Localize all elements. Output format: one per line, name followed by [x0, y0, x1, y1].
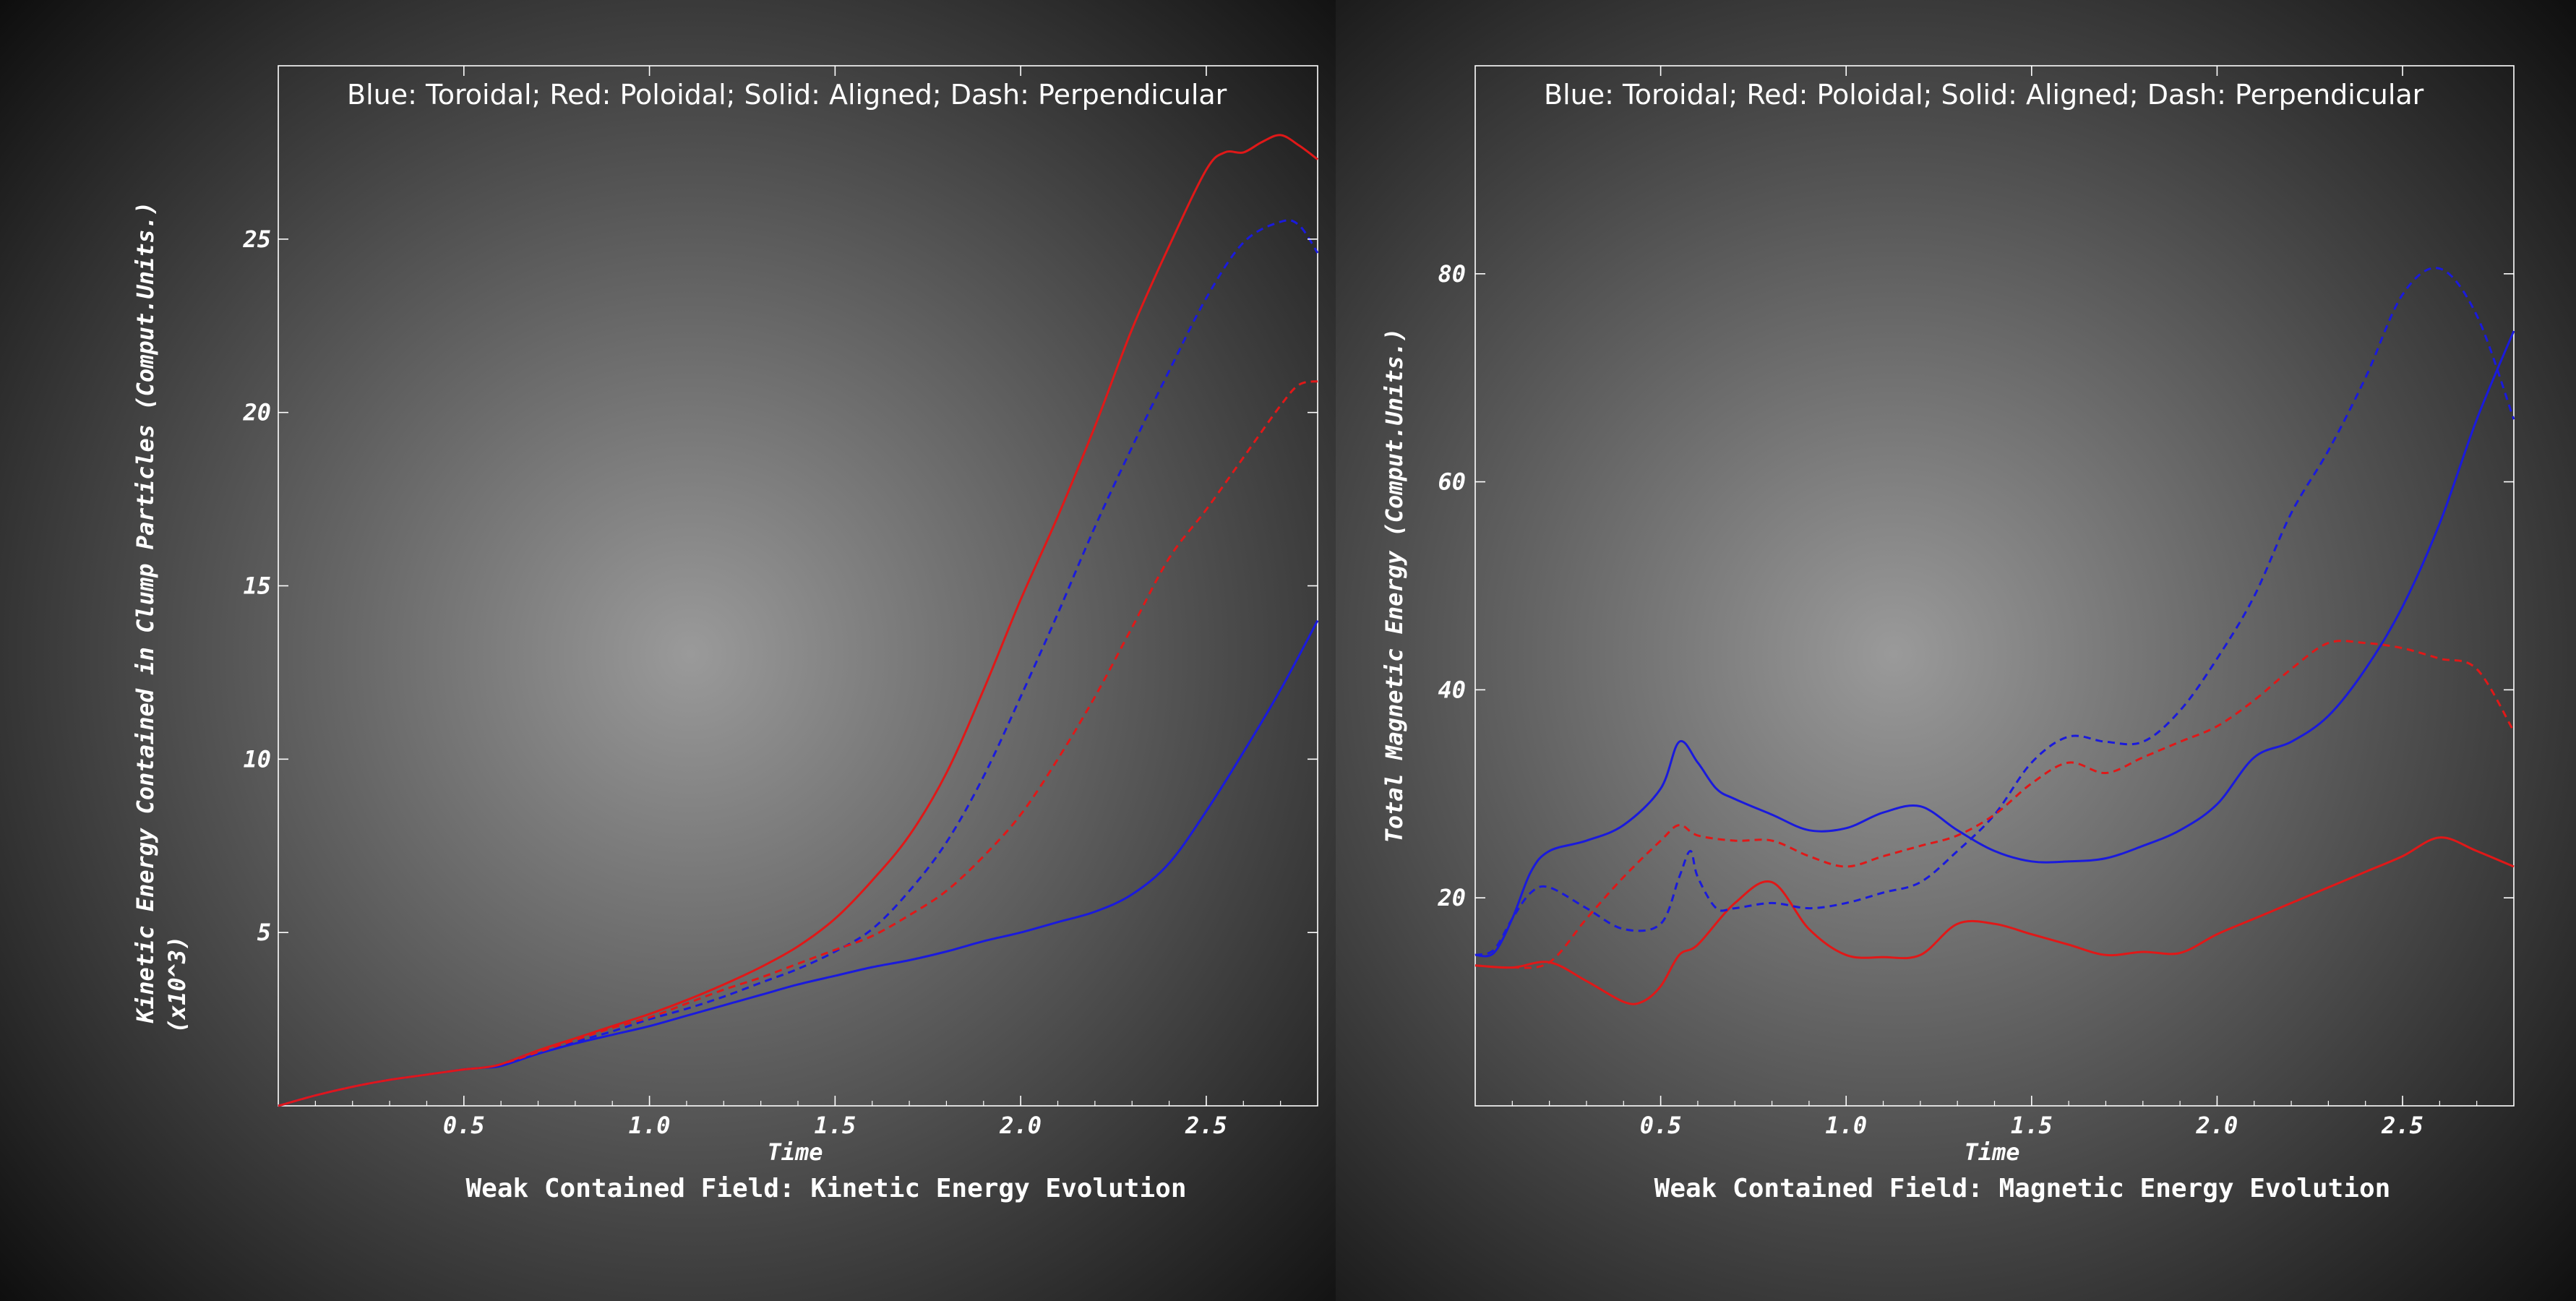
- series-line-poloidal-dash: [1474, 640, 2515, 969]
- y-tick-label: 20: [242, 399, 271, 426]
- kinetic-energy-panel: 0.5 1.0 1.5 2.0 2.5 5 10 15 20 25 Blue: Toroidal…: [0, 0, 1336, 1301]
- x-tick-label: 1.5: [814, 1112, 856, 1139]
- series-line-poloidal-dash: [278, 380, 1318, 1107]
- y-axis-label: Kinetic Energy Contained in Clump Partic…: [132, 202, 159, 1024]
- y-tick-label: 80: [1438, 260, 1466, 288]
- x-axis-label: Time: [767, 1138, 823, 1166]
- magnetic-energy-chart: 0.5 1.0 1.5 2.0 2.5 20 40 60 80 Blue: Toroidal;…: [1336, 0, 2576, 1301]
- x-tick-label: 1.0: [1825, 1112, 1867, 1139]
- chart-title: Weak Contained Field: Kinetic Energy Evo…: [466, 1174, 1187, 1203]
- series-line-poloidal-solid: [278, 134, 1318, 1107]
- kinetic-energy-chart: 0.5 1.0 1.5 2.0 2.5 5 10 15 20 25 Blue: Toroidal…: [0, 0, 1336, 1301]
- series-line-toroidal-solid: [1474, 330, 2515, 958]
- x-axis-label: Time: [1964, 1138, 2019, 1166]
- x-tick-label: 0.5: [1640, 1112, 1682, 1139]
- y-axis-multiplier: (x10^3): [163, 936, 191, 1034]
- x-tick-label: 2.0: [999, 1112, 1042, 1139]
- x-tick-label: 2.0: [2196, 1112, 2238, 1139]
- legend-annotation: Blue: Toroidal; Red: Poloidal; Solid: Al…: [347, 79, 1227, 111]
- legend-annotation: Blue: Toroidal; Red: Poloidal; Solid: Al…: [1544, 79, 2424, 111]
- y-tick-label: 60: [1438, 468, 1466, 496]
- y-tick-label: 25: [242, 226, 271, 253]
- y-tick-label: 10: [243, 745, 271, 773]
- series-line-poloidal-solid: [1474, 836, 2515, 1005]
- y-axis-label: Total Magnetic Energy (Comput.Units.): [1381, 328, 1408, 843]
- x-tick-label: 0.5: [443, 1112, 485, 1139]
- y-tick-label: 5: [257, 919, 271, 946]
- x-tick-label: 2.5: [2381, 1112, 2423, 1139]
- panel-background: [1336, 0, 2576, 1301]
- x-tick-label: 1.5: [2011, 1112, 2053, 1139]
- y-tick-label: 40: [1438, 676, 1466, 703]
- chart-title: Weak Contained Field: Magnetic Energy Ev…: [1654, 1174, 2391, 1203]
- series-line-toroidal-dash: [1474, 267, 2515, 956]
- x-tick-label: 2.5: [1185, 1112, 1227, 1139]
- y-tick-label: 15: [243, 572, 271, 600]
- magnetic-energy-panel: 0.5 1.0 1.5 2.0 2.5 20 40 60 80 Blue: Toroidal;…: [1336, 0, 2576, 1301]
- panel-background: [0, 0, 1336, 1301]
- y-tick-label: 20: [1437, 884, 1466, 911]
- x-tick-label: 1.0: [629, 1112, 671, 1139]
